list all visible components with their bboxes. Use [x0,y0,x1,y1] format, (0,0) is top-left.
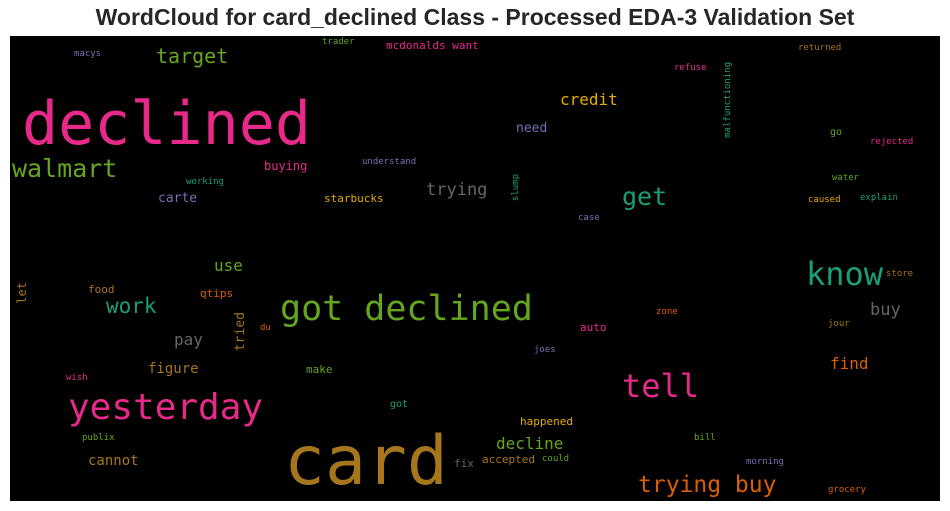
word-decline: decline [496,434,564,453]
word-refuse: refuse [674,63,707,73]
word-declined: declined [22,89,311,159]
word-zone: zone [656,307,678,317]
word-carte: carte [158,191,198,206]
word-tried: tried [233,312,248,352]
word-morning: morning [746,457,784,467]
word-use: use [214,256,243,275]
word-go: go [830,127,843,138]
word-make: make [306,363,333,376]
wordcloud-canvas: declined card got declined yesterday kno… [10,36,940,501]
word-trader: trader [322,37,355,47]
word-let: let [15,282,29,304]
word-slump: slump [511,174,521,202]
word-macys: macys [74,49,102,59]
word-need: need [516,121,548,136]
word-walmart: walmart [12,154,118,183]
word-water: water [832,173,860,183]
word-buy: buy [870,300,901,320]
word-got-declined: got declined [280,289,533,329]
word-publix: publix [82,433,115,443]
word-store: store [886,269,914,279]
word-rejected: rejected [870,137,914,147]
word-returned: returned [798,43,842,53]
word-card: card [284,422,448,501]
word-yesterday: yesterday [68,387,264,428]
word-joes: joes [534,345,556,355]
word-malfunctioning: malfunctioning [723,62,733,138]
word-explain: explain [860,193,898,203]
word-caused: caused [808,195,841,205]
word-get: get [622,182,668,211]
word-could: could [542,454,570,464]
word-food: food [88,283,115,296]
word-fix: fix [454,457,474,470]
word-mcdonalds-want: mcdonalds want [386,39,479,52]
word-du: du [260,323,271,333]
word-buying: buying [264,159,308,173]
word-credit: credit [560,90,618,109]
word-qtips: qtips [200,287,234,300]
word-cannot: cannot [88,453,139,469]
word-jour: jour [828,319,850,329]
word-got: got [390,399,409,410]
word-trying: trying [426,180,488,200]
word-target: target [156,44,229,68]
word-trying-buy: trying buy [638,472,777,498]
word-grocery: grocery [828,485,866,495]
word-know: know [806,255,884,293]
word-auto: auto [580,321,607,334]
word-figure: figure [148,361,199,377]
word-wish: wish [66,373,88,383]
word-bill: bill [694,433,716,443]
figure-title: WordCloud for card_declined Class - Proc… [95,4,855,30]
word-happened: happened [520,415,573,428]
word-tell: tell [622,367,700,405]
word-starbucks: starbucks [324,192,384,205]
word-understand: understand [362,157,417,167]
word-working: working [186,177,224,187]
word-work: work [106,294,157,318]
word-find: find [830,354,869,373]
word-pay: pay [174,330,203,349]
word-accepted: accepted [482,453,535,466]
word-case: case [578,213,600,223]
